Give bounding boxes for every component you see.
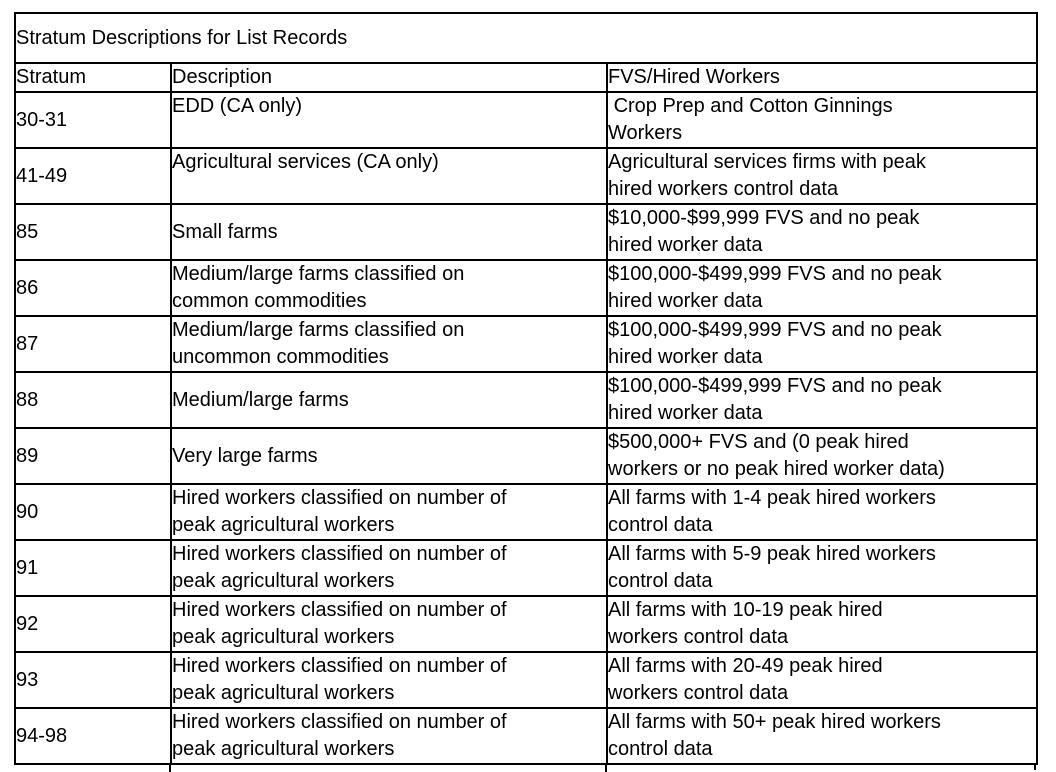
table-row: 85 Small farms $10,000-$99,999 FVS and n… (14, 203, 1038, 261)
fvs-cell: $10,000-$99,999 FVS and no peak hired wo… (606, 203, 1038, 261)
fvs-cell: $500,000+ FVS and (0 peak hired workers … (606, 427, 1038, 485)
description-cell: Hired workers classified on number of pe… (170, 595, 608, 653)
fvs-cell: All farms with 20-49 peak hired workers … (606, 651, 1038, 709)
table-header-row: Stratum Description FVS/Hired Workers (14, 62, 1038, 93)
stratum-cell: 92 (14, 595, 172, 653)
column-header-fvs-hired-workers: FVS/Hired Workers (606, 62, 1038, 93)
table-row: 91 Hired workers classified on number of… (14, 539, 1038, 597)
fvs-cell: $100,000-$499,999 FVS and no peak hired … (606, 259, 1038, 317)
fvs-cell: All farms with 1-4 peak hired workers co… (606, 483, 1038, 541)
description-cell: Hired workers classified on number of pe… (170, 707, 608, 765)
table-row: 94-98 Hired workers classified on number… (14, 707, 1038, 765)
stratum-cell: 89 (14, 427, 172, 485)
description-cell: Medium/large farms (170, 371, 608, 429)
description-cell: Hired workers classified on number of pe… (170, 539, 608, 597)
description-cell: Agricultural services (CA only) (170, 147, 608, 205)
fvs-cell: $100,000-$499,999 FVS and no peak hired … (606, 371, 1038, 429)
description-cell: Very large farms (170, 427, 608, 485)
fvs-cell: All farms with 5-9 peak hired workers co… (606, 539, 1038, 597)
fvs-cell: All farms with 10-19 peak hired workers … (606, 595, 1038, 653)
border-artifact-divider1 (169, 764, 171, 772)
table-row: 41-49 Agricultural services (CA only) Ag… (14, 147, 1038, 205)
stratum-cell: 94-98 (14, 707, 172, 765)
stratum-cell: 91 (14, 539, 172, 597)
fvs-cell: $100,000-$499,999 FVS and no peak hired … (606, 315, 1038, 373)
description-cell: EDD (CA only) (170, 91, 608, 149)
table-row: 88 Medium/large farms $100,000-$499,999 … (14, 371, 1038, 429)
column-header-stratum: Stratum (14, 62, 172, 93)
table-row: 90 Hired workers classified on number of… (14, 483, 1038, 541)
border-artifact-right-edge (1034, 764, 1036, 770)
border-artifact-divider2 (605, 764, 607, 772)
stratum-cell: 30-31 (14, 91, 172, 149)
table-row: 86 Medium/large farms classified on comm… (14, 259, 1038, 317)
table-title: Stratum Descriptions for List Records (14, 12, 1038, 64)
stratum-cell: 93 (14, 651, 172, 709)
description-cell: Hired workers classified on number of pe… (170, 483, 608, 541)
table-row: 87 Medium/large farms classified on unco… (14, 315, 1038, 373)
stratum-cell: 88 (14, 371, 172, 429)
stratum-cell: 86 (14, 259, 172, 317)
document-table-container: Stratum Descriptions for List Records St… (14, 12, 1038, 772)
fvs-cell: Agricultural services firms with peak hi… (606, 147, 1038, 205)
stratum-table: Stratum Descriptions for List Records St… (14, 12, 1038, 765)
stratum-cell: 90 (14, 483, 172, 541)
stratum-cell: 41-49 (14, 147, 172, 205)
table-title-row: Stratum Descriptions for List Records (14, 12, 1038, 64)
table-row: 92 Hired workers classified on number of… (14, 595, 1038, 653)
table-row: 89 Very large farms $500,000+ FVS and (0… (14, 427, 1038, 485)
stratum-cell: 85 (14, 203, 172, 261)
fvs-cell: Crop Prep and Cotton Ginnings Workers (606, 91, 1038, 149)
description-cell: Small farms (170, 203, 608, 261)
stratum-cell: 87 (14, 315, 172, 373)
table-row: 30-31 EDD (CA only) Crop Prep and Cotton… (14, 91, 1038, 149)
column-header-description: Description (170, 62, 608, 93)
table-row: 93 Hired workers classified on number of… (14, 651, 1038, 709)
description-cell: Medium/large farms classified on uncommo… (170, 315, 608, 373)
description-cell: Medium/large farms classified on common … (170, 259, 608, 317)
fvs-cell: All farms with 50+ peak hired workers co… (606, 707, 1038, 765)
description-cell: Hired workers classified on number of pe… (170, 651, 608, 709)
